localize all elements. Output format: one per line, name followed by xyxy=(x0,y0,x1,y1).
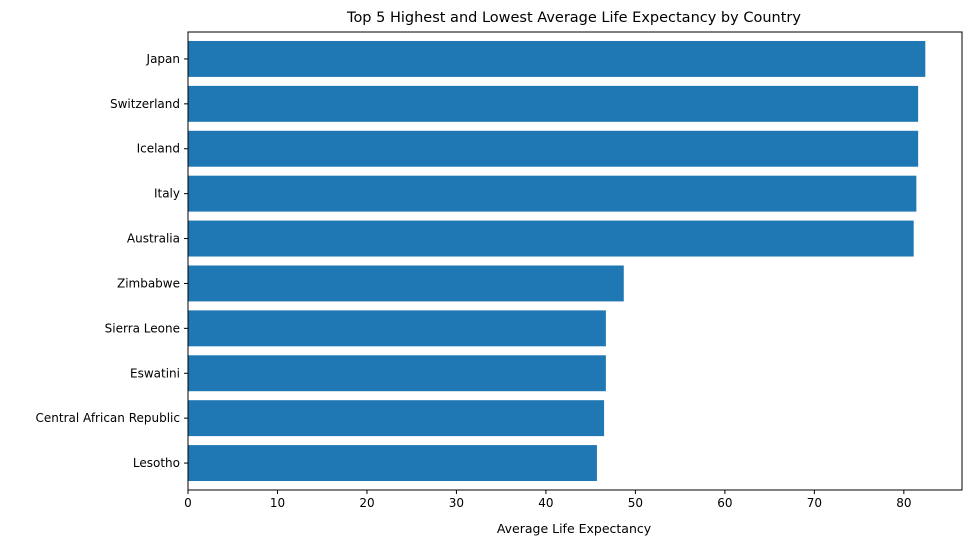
bar-zimbabwe xyxy=(188,265,624,302)
y-tick-label: Japan xyxy=(146,52,180,66)
bar-iceland xyxy=(188,130,919,167)
y-tick-label: Italy xyxy=(154,187,180,201)
y-tick-label: Sierra Leone xyxy=(105,321,180,335)
x-axis: 0 10 20 30 40 50 60 70 80 xyxy=(184,490,911,510)
bar-japan xyxy=(188,40,926,77)
x-axis-label: Average Life Expectancy xyxy=(497,521,652,536)
y-axis: Japan Switzerland Iceland Italy Australia Zim… xyxy=(36,52,188,470)
x-tick-label: 70 xyxy=(807,496,822,510)
x-tick-label: 50 xyxy=(628,496,643,510)
chart-title: Top 5 Highest and Lowest Average Life Ex… xyxy=(346,10,801,26)
y-tick-label: Zimbabwe xyxy=(117,276,180,290)
x-tick-label: 10 xyxy=(270,496,285,510)
bar-sierra-leone xyxy=(188,310,606,347)
x-tick-label: 0 xyxy=(184,496,192,510)
y-tick-label: Central African Republic xyxy=(36,411,180,425)
bar-lesotho xyxy=(188,445,597,482)
bar-central-african-republic xyxy=(188,400,605,437)
bars-group xyxy=(188,40,926,482)
bar-australia xyxy=(188,220,914,257)
y-tick-label: Lesotho xyxy=(133,456,180,470)
bar-italy xyxy=(188,175,917,212)
bar-eswatini xyxy=(188,355,606,392)
y-tick-label: Eswatini xyxy=(130,366,180,380)
plot-frame xyxy=(187,31,963,491)
x-tick-label: 20 xyxy=(359,496,374,510)
bar-switzerland xyxy=(188,85,919,122)
x-tick-label: 60 xyxy=(717,496,732,510)
y-tick-label: Switzerland xyxy=(110,97,180,111)
y-tick-label: Australia xyxy=(127,232,180,246)
x-tick-label: 40 xyxy=(538,496,553,510)
x-tick-label: 80 xyxy=(896,496,911,510)
x-tick-label: 30 xyxy=(449,496,464,510)
y-tick-label: Iceland xyxy=(137,142,180,156)
